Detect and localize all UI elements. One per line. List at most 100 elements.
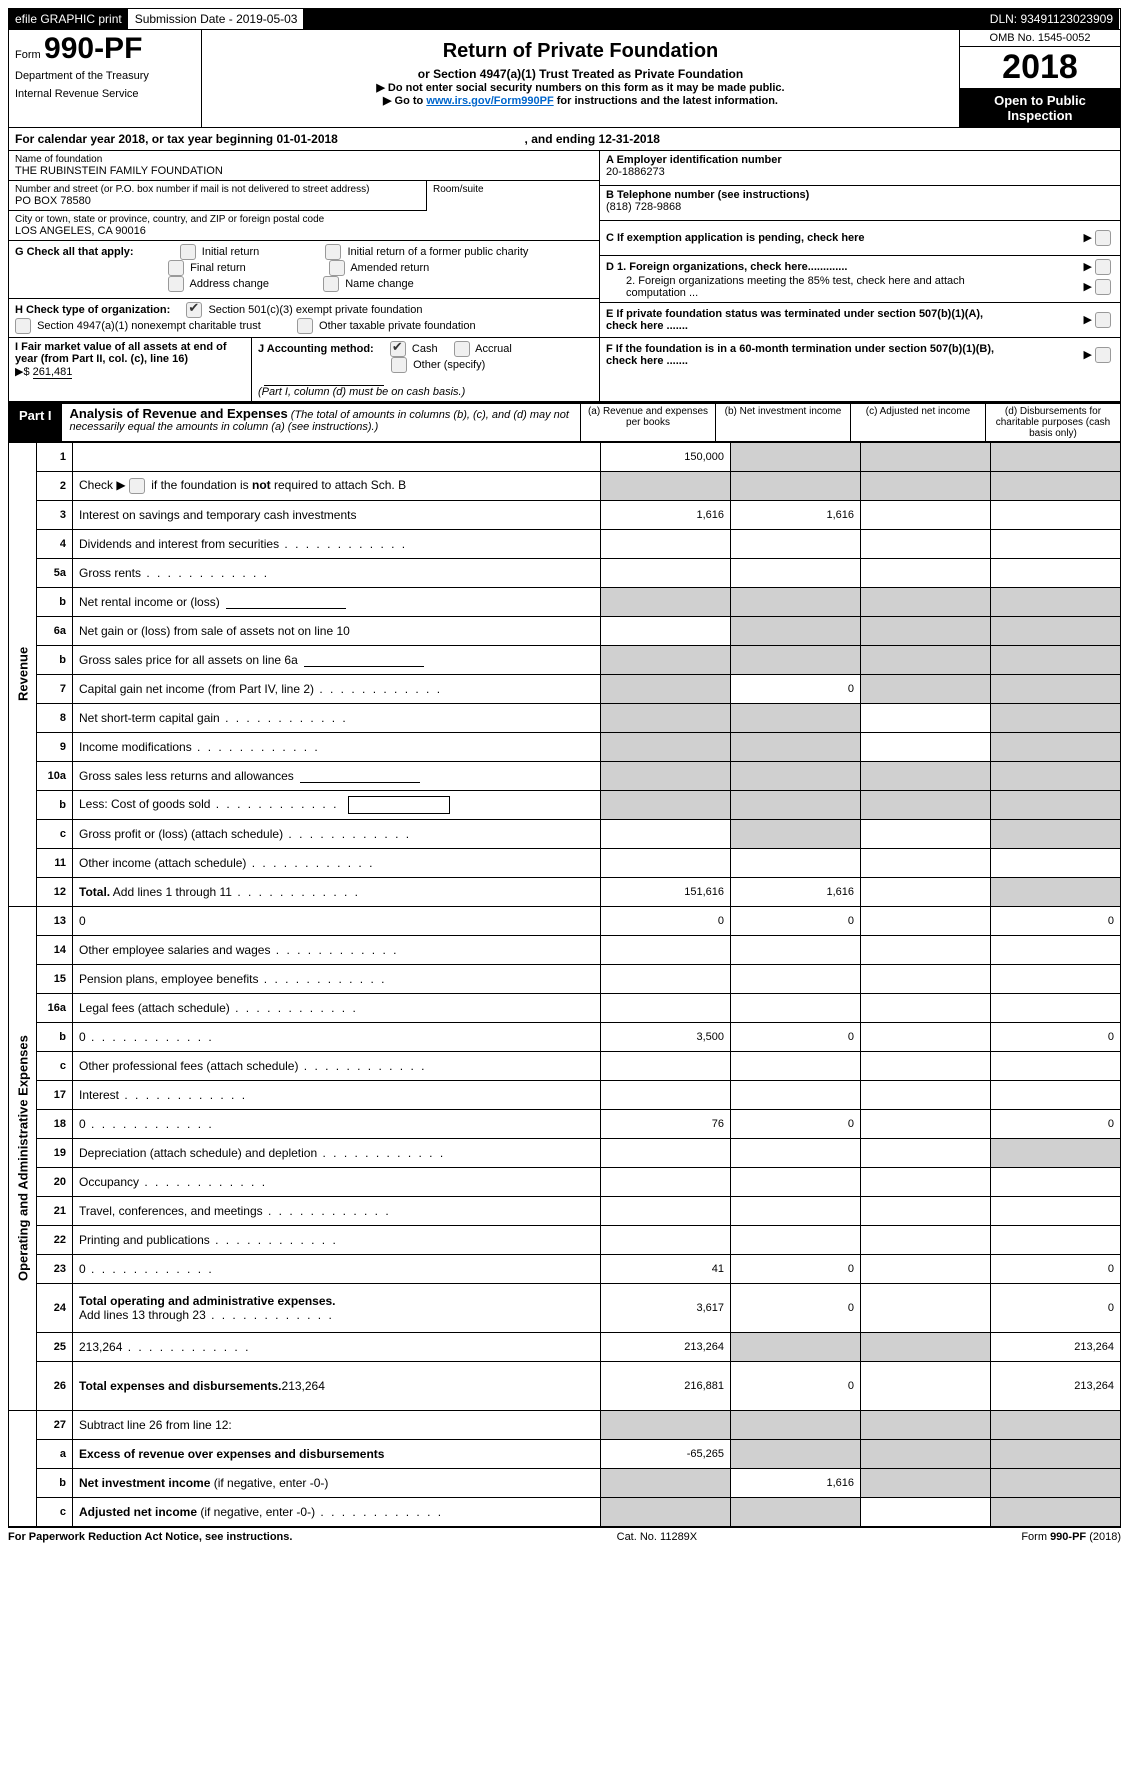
section-h: H Check type of organization: Section 50… — [9, 299, 599, 338]
row-r4-col-a — [601, 529, 731, 558]
cal-end: 12-31-2018 — [599, 132, 660, 146]
row-r2: 2Check ▶ if the foundation is not requir… — [9, 471, 1121, 500]
cb-initial-former[interactable] — [325, 244, 341, 260]
row-r27b-col-a — [601, 1468, 731, 1497]
cb-501c3[interactable] — [186, 302, 202, 318]
row-r13: Operating and Administrative Expenses130… — [9, 906, 1121, 935]
row-r6b-col-c — [861, 645, 991, 674]
row-r14-desc: Other employee salaries and wages — [73, 935, 601, 964]
cb-amended-return[interactable] — [329, 260, 345, 276]
row-r25-col-d: 213,264 — [991, 1332, 1121, 1361]
row-r11-num: 11 — [37, 848, 73, 877]
row-r12-col-a: 151,616 — [601, 877, 731, 906]
row-r8-col-a — [601, 703, 731, 732]
row-r22-col-b — [731, 1225, 861, 1254]
row-r10a-col-b — [731, 761, 861, 790]
row-r27a-num: a — [37, 1439, 73, 1468]
form-note-ssn: ▶ Do not enter social security numbers o… — [208, 81, 953, 94]
row-r19-col-c — [861, 1138, 991, 1167]
row-r6a-col-a — [601, 616, 731, 645]
part1-table: Revenue1150,0002Check ▶ if the foundatio… — [8, 442, 1121, 1527]
row-r6a-col-d — [991, 616, 1121, 645]
g-amended: Amended return — [350, 262, 429, 274]
g-label: G Check all that apply: — [15, 246, 134, 258]
part1-label: Part I — [9, 404, 62, 441]
row-r12-num: 12 — [37, 877, 73, 906]
footer-right-form: 990-PF — [1050, 1531, 1086, 1543]
cb-status-terminated[interactable] — [1095, 312, 1111, 328]
row-r2-col-a — [601, 471, 731, 500]
col-b-header: (b) Net investment income — [715, 404, 850, 441]
row-r18-col-c — [861, 1109, 991, 1138]
row-r18-col-b: 0 — [731, 1109, 861, 1138]
row-r27c: cAdjusted net income (if negative, enter… — [9, 1497, 1121, 1526]
cb-sch-b[interactable] — [129, 478, 145, 494]
row-r10c-num: c — [37, 819, 73, 848]
cb-final-return[interactable] — [168, 260, 184, 276]
row-r20-desc: Occupancy — [73, 1167, 601, 1196]
g-initial: Initial return — [202, 246, 259, 258]
row-r23-col-b: 0 — [731, 1254, 861, 1283]
cb-cash[interactable] — [390, 341, 406, 357]
row-r7-num: 7 — [37, 674, 73, 703]
row-r26-col-c — [861, 1361, 991, 1410]
cb-initial-return[interactable] — [180, 244, 196, 260]
row-r19-col-a — [601, 1138, 731, 1167]
top-bar: efile GRAPHIC print Submission Date - 20… — [8, 8, 1121, 30]
row-r11-col-c — [861, 848, 991, 877]
row-r6b: bGross sales price for all assets on lin… — [9, 645, 1121, 674]
row-r27a-desc: Excess of revenue over expenses and disb… — [73, 1439, 601, 1468]
row-r9-num: 9 — [37, 732, 73, 761]
row-r9-col-c — [861, 732, 991, 761]
row-r24-col-a: 3,617 — [601, 1283, 731, 1332]
row-r12-col-c — [861, 877, 991, 906]
cb-address-change[interactable] — [168, 276, 184, 292]
row-r27b-col-d — [991, 1468, 1121, 1497]
g-name: Name change — [345, 278, 414, 290]
row-r5a-desc: Gross rents — [73, 558, 601, 587]
row-r16c-col-c — [861, 1051, 991, 1080]
row-r2-desc: Check ▶ if the foundation is not require… — [73, 471, 601, 500]
cb-foreign-org[interactable] — [1095, 259, 1111, 275]
cb-4947[interactable] — [15, 318, 31, 334]
row-r26-col-d: 213,264 — [991, 1361, 1121, 1410]
cb-foreign-85[interactable] — [1095, 279, 1111, 295]
row-r2-col-d — [991, 471, 1121, 500]
row-r10a-num: 10a — [37, 761, 73, 790]
row-r17: 17Interest — [9, 1080, 1121, 1109]
row-r27-desc: Subtract line 26 from line 12: — [73, 1410, 601, 1439]
submission-date: Submission Date - 2019-05-03 — [129, 9, 305, 29]
row-r16a-col-d — [991, 993, 1121, 1022]
row-r6b-num: b — [37, 645, 73, 674]
section-d: D 1. Foreign organizations, check here..… — [600, 256, 1120, 303]
row-r6a-num: 6a — [37, 616, 73, 645]
cb-name-change[interactable] — [323, 276, 339, 292]
row-r13-col-a: 0 — [601, 906, 731, 935]
row-r18-desc: 0 — [73, 1109, 601, 1138]
j-note: (Part I, column (d) must be on cash basi… — [258, 386, 465, 398]
row-r27b-desc: Net investment income (if negative, ente… — [73, 1468, 601, 1497]
row-r22-col-d — [991, 1225, 1121, 1254]
irs-link[interactable]: www.irs.gov/Form990PF — [426, 95, 553, 107]
row-r10c: cGross profit or (loss) (attach schedule… — [9, 819, 1121, 848]
row-r10a-col-a — [601, 761, 731, 790]
cb-accrual[interactable] — [454, 341, 470, 357]
row-r26-col-a: 216,881 — [601, 1361, 731, 1410]
cb-60-month[interactable] — [1095, 347, 1111, 363]
row-r17-desc: Interest — [73, 1080, 601, 1109]
row-r16c: cOther professional fees (attach schedul… — [9, 1051, 1121, 1080]
cb-other-method[interactable] — [391, 357, 407, 373]
cb-other-taxable[interactable] — [297, 318, 313, 334]
row-r27b-num: b — [37, 1468, 73, 1497]
cb-exemption-pending[interactable] — [1095, 230, 1111, 246]
row-r20-col-d — [991, 1167, 1121, 1196]
row-r22-col-a — [601, 1225, 731, 1254]
row-r1-col-c — [861, 442, 991, 471]
name-label: Name of foundation — [15, 154, 593, 165]
city-label: City or town, state or province, country… — [15, 214, 593, 225]
row-r8: 8Net short-term capital gain — [9, 703, 1121, 732]
row-r23-col-c — [861, 1254, 991, 1283]
row-r14-col-b — [731, 935, 861, 964]
row-r27-num: 27 — [37, 1410, 73, 1439]
info-left: Name of foundation THE RUBINSTEIN FAMILY… — [9, 151, 599, 401]
